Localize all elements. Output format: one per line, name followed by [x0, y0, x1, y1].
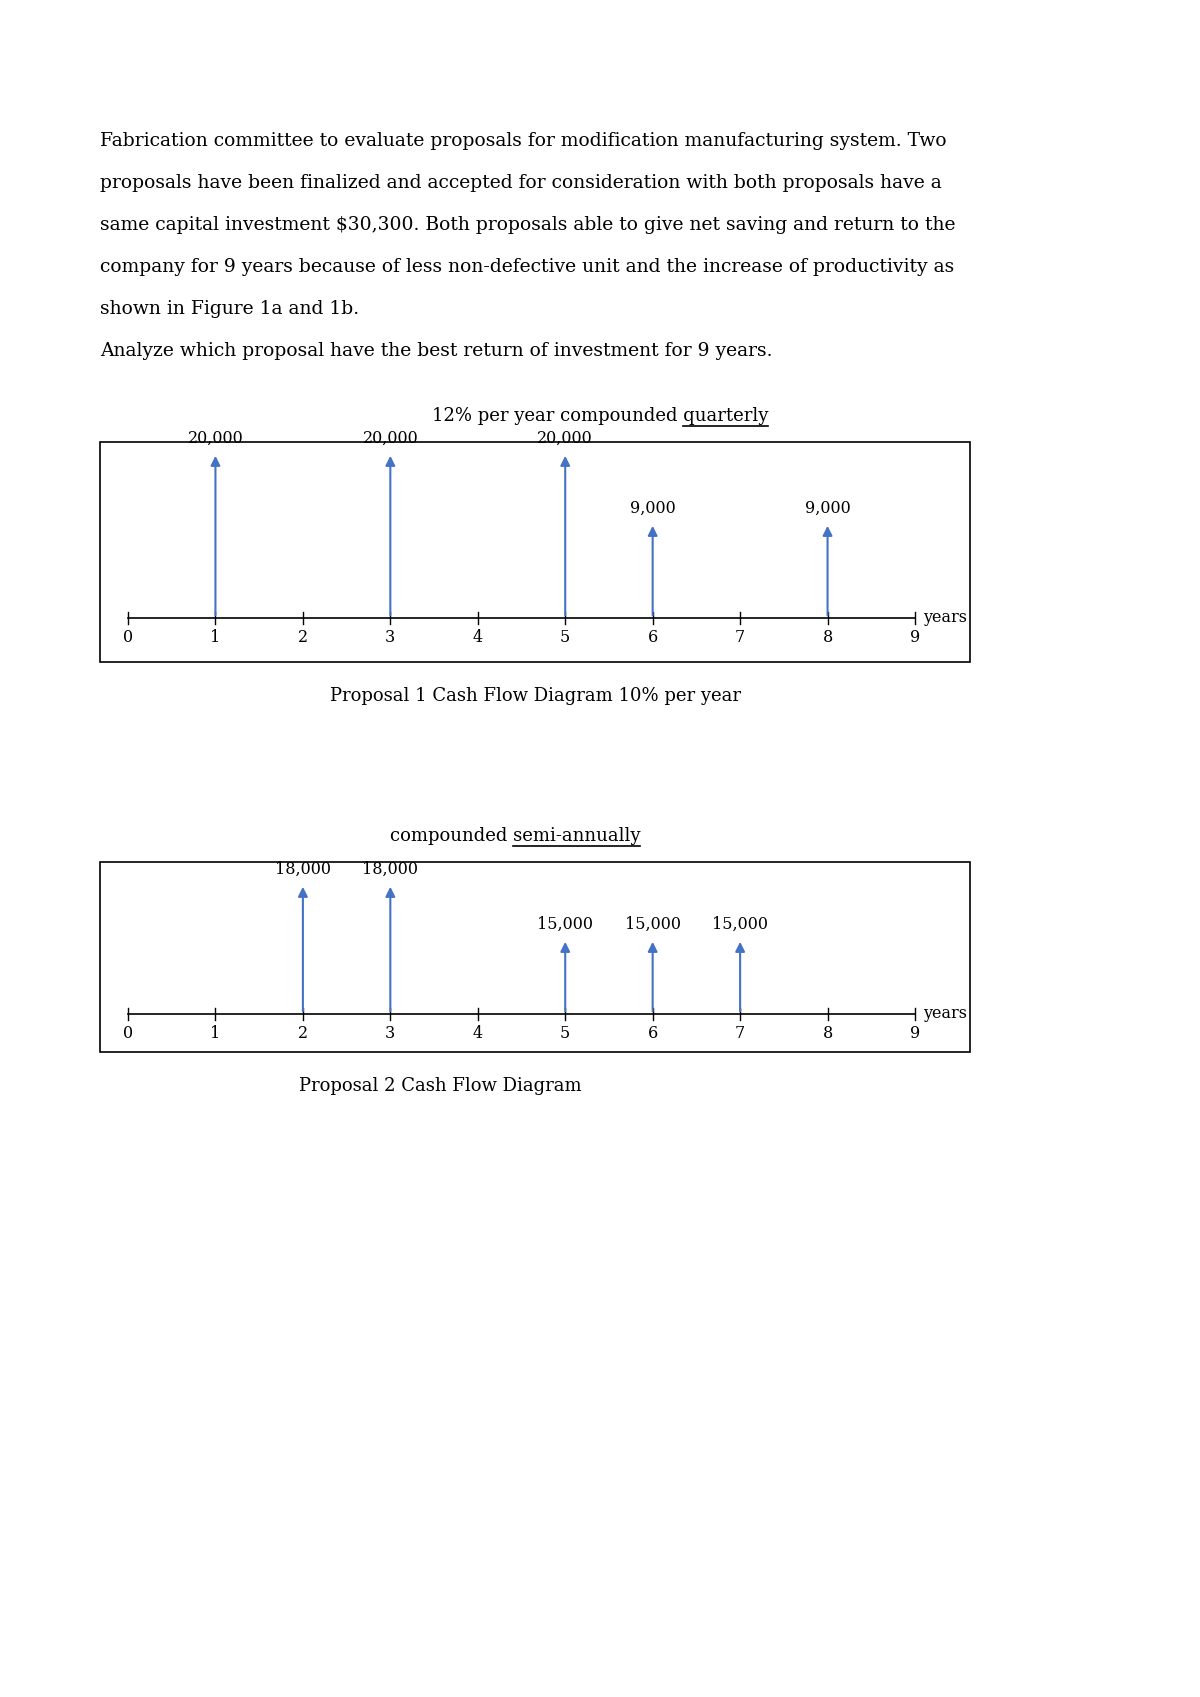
Text: 20,000: 20,000 [187, 429, 244, 446]
Text: 12% per year compounded quarterly: 12% per year compounded quarterly [432, 407, 768, 424]
Text: 15,000: 15,000 [538, 916, 593, 933]
Text: years: years [923, 609, 967, 626]
Text: years: years [923, 1006, 967, 1023]
Text: 9,000: 9,000 [805, 501, 851, 518]
Text: compounded semi-annually: compounded semi-annually [390, 826, 641, 845]
Text: company for 9 years because of less non-defective unit and the increase of produ: company for 9 years because of less non-… [100, 258, 954, 277]
Text: Proposal 2 Cash Flow Diagram: Proposal 2 Cash Flow Diagram [299, 1078, 581, 1095]
Text: proposals have been finalized and accepted for consideration with both proposals: proposals have been finalized and accept… [100, 175, 942, 192]
Text: 2: 2 [298, 630, 308, 647]
Text: 7: 7 [734, 1025, 745, 1042]
Text: 5: 5 [560, 630, 570, 647]
Bar [100, 862, 970, 1052]
Text: 18,000: 18,000 [275, 860, 331, 877]
Text: 9: 9 [910, 630, 920, 647]
Text: 20,000: 20,000 [538, 429, 593, 446]
Text: same capital investment $30,300. Both proposals able to give net saving and retu: same capital investment $30,300. Both pr… [100, 216, 955, 234]
Text: 3: 3 [385, 630, 396, 647]
Text: 15,000: 15,000 [625, 916, 680, 933]
Text: 15,000: 15,000 [712, 916, 768, 933]
Text: 9,000: 9,000 [630, 501, 676, 518]
Text: Analyze which proposal have the best return of investment for 9 years.: Analyze which proposal have the best ret… [100, 343, 773, 360]
Text: 4: 4 [473, 630, 482, 647]
Text: 4: 4 [473, 1025, 482, 1042]
Text: Proposal 1 Cash Flow Diagram 10% per year: Proposal 1 Cash Flow Diagram 10% per yea… [330, 687, 740, 704]
Text: shown in Figure 1a and 1b.: shown in Figure 1a and 1b. [100, 300, 359, 317]
Text: 3: 3 [385, 1025, 396, 1042]
Text: 5: 5 [560, 1025, 570, 1042]
Text: 2: 2 [298, 1025, 308, 1042]
Text: 0: 0 [122, 1025, 133, 1042]
Text: 6: 6 [648, 630, 658, 647]
Text: 7: 7 [734, 630, 745, 647]
Text: 6: 6 [648, 1025, 658, 1042]
Text: 1: 1 [210, 1025, 221, 1042]
Text: 8: 8 [822, 630, 833, 647]
Text: 9: 9 [910, 1025, 920, 1042]
Text: 0: 0 [122, 630, 133, 647]
Text: 18,000: 18,000 [362, 860, 419, 877]
Bar [100, 441, 970, 662]
Text: 1: 1 [210, 630, 221, 647]
Text: 20,000: 20,000 [362, 429, 419, 446]
Text: 8: 8 [822, 1025, 833, 1042]
Text: Fabrication committee to evaluate proposals for modification manufacturing syste: Fabrication committee to evaluate propos… [100, 132, 947, 149]
